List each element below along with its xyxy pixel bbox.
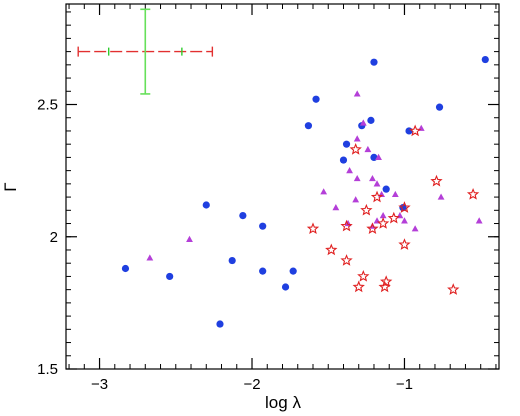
star-point [398, 238, 411, 250]
circle-point [382, 185, 390, 193]
triangle-point [186, 235, 193, 242]
triangle-point [332, 204, 340, 211]
star-point [376, 217, 390, 229]
star-point [340, 219, 353, 232]
triangle-point [320, 188, 328, 195]
star-point [387, 211, 400, 224]
triangle-point [373, 180, 381, 187]
star-point [349, 142, 362, 155]
triangle-point [353, 174, 361, 182]
circle-point [367, 116, 375, 124]
star-point [360, 203, 373, 216]
star-point [370, 190, 384, 203]
error-bar-marker [77, 8, 214, 95]
star-point [430, 174, 443, 187]
triangle-point [352, 196, 360, 203]
triangle-point [353, 90, 361, 97]
triangle-point [146, 254, 154, 261]
star-point [357, 269, 370, 282]
triangle-point [401, 217, 408, 224]
circle-point [202, 201, 210, 209]
triangle-point [437, 193, 445, 200]
triangle-point [346, 167, 353, 174]
tick-labels: −3 −2 −1 1.5 2 2.5 [37, 97, 413, 393]
circle-point [166, 272, 174, 281]
x-tick-label: −2 [243, 376, 260, 393]
data-markers [121, 55, 489, 328]
triangle-point [475, 217, 483, 224]
star-point [398, 201, 411, 213]
y-tick-label: 2 [50, 229, 58, 246]
circle-point [239, 211, 247, 220]
circle-point [228, 256, 236, 265]
triangle-point [359, 119, 367, 126]
star-point [366, 222, 379, 235]
circle-point [121, 264, 130, 273]
circle-point [216, 320, 224, 328]
star-point [380, 275, 393, 287]
star-point [408, 124, 422, 137]
triangle-point [369, 174, 376, 182]
circle-point [342, 140, 351, 148]
circle-point [339, 156, 348, 164]
y-axis-label: Γ [1, 182, 20, 191]
circle-point [481, 55, 489, 64]
plot-frame [65, 3, 500, 370]
y-tick-label: 2.5 [37, 97, 58, 114]
circle-point [370, 58, 378, 66]
star-point [352, 280, 365, 293]
triangle-point [379, 211, 387, 219]
circle-point [259, 267, 267, 275]
circle-point [312, 95, 320, 103]
star-point [466, 187, 480, 200]
star-point [447, 283, 460, 295]
circle-point [281, 283, 290, 291]
x-axis-label: log λ [265, 393, 301, 412]
circle-point [304, 122, 313, 130]
minor-ticks [66, 4, 499, 370]
star-point [325, 243, 338, 256]
circle-point [289, 267, 297, 275]
y-tick-label: 1.5 [37, 361, 58, 378]
star-point [306, 222, 320, 235]
triangle-point [391, 190, 399, 198]
x-tick-label: −1 [396, 376, 413, 393]
triangle-point [364, 145, 372, 153]
triangle-point [411, 225, 419, 232]
major-ticks [66, 4, 499, 370]
triangle-point [375, 153, 382, 161]
circle-point [259, 222, 267, 230]
circle-point [435, 103, 444, 111]
triangle-point [353, 135, 361, 142]
star-point [340, 254, 353, 266]
x-tick-label: −3 [91, 376, 108, 393]
